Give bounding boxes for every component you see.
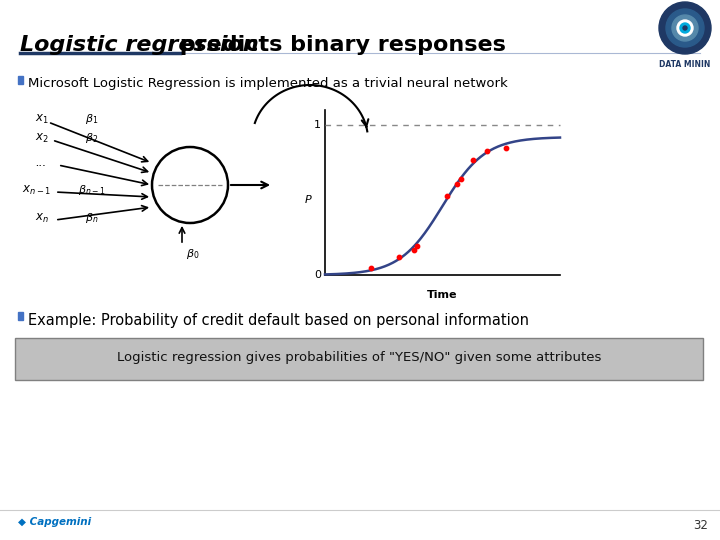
Point [500, 144, 511, 152]
Text: ...: ... [35, 156, 46, 168]
Circle shape [680, 23, 690, 33]
Text: 32: 32 [693, 519, 708, 532]
Circle shape [672, 15, 698, 41]
Text: Example: Probability of credit default based on personal information: Example: Probability of credit default b… [28, 313, 529, 328]
Circle shape [677, 20, 693, 36]
Text: $x_1$: $x_1$ [35, 112, 49, 126]
Text: $\beta_0$: $\beta_0$ [186, 247, 199, 261]
Text: $\beta_{n-1}$: $\beta_{n-1}$ [78, 183, 106, 197]
Point [408, 245, 420, 254]
FancyBboxPatch shape [15, 338, 703, 380]
Point [455, 175, 467, 184]
Text: 0: 0 [314, 270, 321, 280]
Text: $x_{n-1}$: $x_{n-1}$ [22, 184, 51, 197]
Text: P: P [305, 195, 311, 205]
Bar [18, 76, 23, 84]
Point [394, 253, 405, 261]
Text: 1: 1 [314, 120, 321, 130]
Text: ◆ Capgemini: ◆ Capgemini [18, 517, 91, 527]
Text: $x_2$: $x_2$ [35, 131, 49, 145]
Point [482, 147, 493, 156]
Text: $\beta_1$: $\beta_1$ [85, 112, 99, 126]
Text: Logistic regression: Logistic regression [20, 35, 258, 55]
Text: Time: Time [427, 290, 458, 300]
Text: $x_n$: $x_n$ [35, 212, 49, 225]
Circle shape [666, 9, 704, 47]
Point [365, 264, 377, 272]
Circle shape [683, 26, 687, 30]
Point [467, 156, 479, 164]
Text: $\beta_n$: $\beta_n$ [85, 211, 99, 225]
Bar [18, 312, 23, 320]
Text: predicts binary responses: predicts binary responses [172, 35, 506, 55]
Point [411, 241, 423, 250]
Point [451, 180, 462, 188]
Text: DATA MININ: DATA MININ [660, 60, 711, 69]
Point [441, 191, 453, 200]
Text: Logistic regression gives probabilities of "YES/NO" given some attributes: Logistic regression gives probabilities … [117, 350, 601, 363]
Circle shape [659, 2, 711, 54]
Text: Microsoft Logistic Regression is implemented as a trivial neural network: Microsoft Logistic Regression is impleme… [28, 77, 508, 90]
Text: $\beta_2$: $\beta_2$ [85, 131, 98, 145]
